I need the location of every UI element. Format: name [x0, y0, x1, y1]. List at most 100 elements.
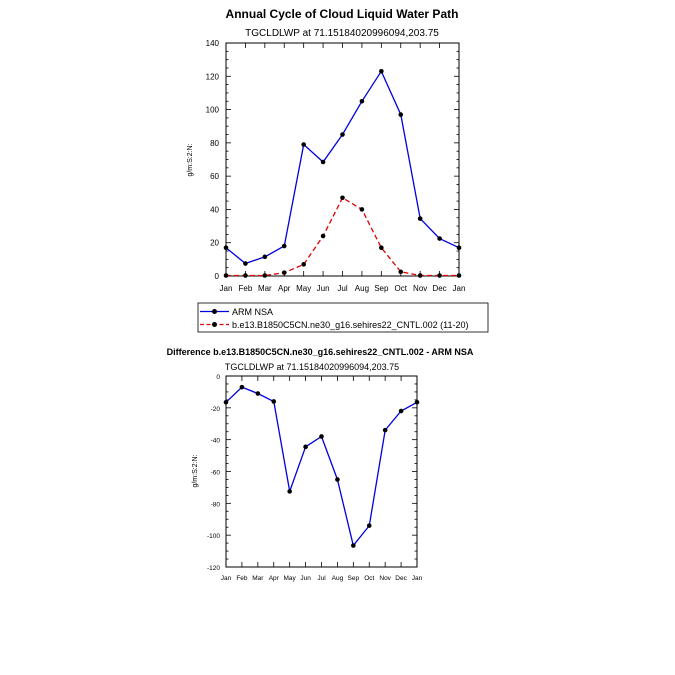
data-point — [301, 262, 306, 267]
legend-marker-arm-nsa — [212, 309, 217, 314]
data-point — [351, 543, 356, 548]
data-point — [456, 245, 462, 251]
data-point — [281, 243, 287, 249]
difference-x-ticks: Jan Feb Mar Apr May Jun Jul Aug Sep Oct Nov Dec Jan — [221, 376, 423, 582]
data-point — [359, 207, 365, 212]
data-point — [320, 159, 326, 165]
x-tick-label: Mar — [252, 575, 264, 582]
x-tick-label: Sep — [374, 284, 389, 293]
difference-series-group — [223, 384, 420, 548]
x-tick-label: Apr — [269, 575, 280, 582]
x-ticks: Jan Feb Mar Apr May Jun Jul Aug Sep Oct Nov Dec Jan — [220, 43, 466, 293]
x-tick-label: Jan — [220, 284, 233, 293]
data-point — [223, 273, 229, 278]
x-tick-label: Nov — [379, 575, 391, 582]
data-point — [243, 273, 248, 278]
data-point — [223, 245, 229, 251]
chart-subtitle: TGCLDLWP at 71.15184020996094,203.75 — [245, 28, 439, 39]
y-tick-label: 60 — [210, 172, 219, 181]
x-tick-label: Oct — [364, 575, 374, 582]
data-point — [417, 273, 423, 278]
y-tick-label: -40 — [211, 438, 221, 445]
y-tick-label: -120 — [207, 565, 220, 572]
y-tick-label: -20 — [211, 406, 221, 413]
data-point — [243, 261, 248, 266]
data-point — [398, 112, 404, 117]
data-point — [414, 399, 420, 405]
x-tick-label: May — [284, 575, 297, 582]
y-tick-label: 0 — [215, 272, 220, 281]
x-tick-label: Feb — [236, 575, 248, 582]
x-tick-label: Aug — [355, 284, 369, 293]
x-tick-label: Sep — [348, 575, 360, 582]
x-tick-label: Jan — [221, 575, 232, 582]
data-point — [320, 233, 326, 239]
difference-y-axis-label: g/m:S:2:N: — [192, 454, 199, 487]
difference-y-ticks: 0 -20 -40 -60 -80 -100 -120 — [207, 374, 417, 572]
x-tick-label: Oct — [395, 284, 408, 293]
x-tick-label: Jan — [412, 575, 423, 582]
difference-chart: Difference b.e13.B1850C5CN.ne30_g16.sehi… — [167, 347, 474, 582]
x-tick-label: Dec — [432, 284, 446, 293]
data-point — [223, 399, 229, 405]
x-tick-label: Dec — [395, 575, 407, 582]
data-point — [281, 270, 287, 275]
y-ticks: 0 20 40 60 80 100 120 140 — [206, 39, 459, 281]
data-point — [379, 245, 384, 251]
data-point — [366, 523, 372, 528]
legend-box — [197, 302, 489, 333]
data-point — [456, 273, 462, 278]
data-point — [379, 68, 384, 74]
data-point — [398, 408, 404, 414]
legend: ARM NSA b.e13.B1850C5CN.ne30_g16.sehires… — [197, 302, 489, 333]
data-point — [340, 195, 345, 201]
data-point — [319, 434, 324, 439]
x-tick-label: Apr — [278, 284, 291, 293]
x-tick-label: Jul — [317, 575, 326, 582]
y-tick-label: 20 — [210, 239, 219, 248]
y-axis-label: g/m:S:2:N: — [187, 143, 194, 176]
y-tick-label: 40 — [210, 205, 219, 214]
data-point — [239, 384, 245, 390]
x-tick-label: Jun — [317, 284, 330, 293]
y-tick-label: -80 — [211, 501, 221, 508]
difference-subtitle: TGCLDLWP at 71.15184020996094,203.75 — [225, 362, 399, 372]
data-point — [301, 142, 306, 147]
data-point — [335, 477, 340, 482]
data-point — [417, 216, 423, 221]
x-tick-label: Aug — [332, 575, 344, 582]
data-point — [287, 489, 292, 494]
data-point — [262, 254, 268, 260]
y-tick-label: 100 — [206, 106, 220, 115]
x-tick-label: Nov — [413, 284, 427, 293]
x-tick-label: Jan — [453, 284, 466, 293]
y-tick-label: 120 — [206, 72, 220, 81]
data-point — [303, 444, 308, 450]
x-tick-label: May — [296, 284, 311, 293]
data-point — [262, 273, 268, 278]
x-tick-label: Jun — [300, 575, 311, 582]
data-point — [271, 399, 277, 404]
data-point — [255, 391, 261, 396]
series-group — [223, 68, 462, 278]
y-tick-label: 80 — [210, 139, 219, 148]
data-point — [382, 427, 388, 433]
difference-title: Difference b.e13.B1850C5CN.ne30_g16.sehi… — [167, 347, 474, 357]
chart-title: Annual Cycle of Cloud Liquid Water Path — [226, 7, 459, 21]
legend-marker-model — [212, 322, 217, 327]
data-point — [398, 269, 404, 275]
annual-cycle-chart: Annual Cycle of Cloud Liquid Water Path … — [187, 7, 489, 333]
x-tick-label: Mar — [258, 284, 272, 293]
x-tick-label: Feb — [239, 284, 253, 293]
y-tick-label: 0 — [216, 374, 220, 381]
data-point — [359, 98, 365, 104]
legend-label-arm-nsa: ARM NSA — [232, 307, 273, 317]
legend-label-model: b.e13.B1850C5CN.ne30_g16.sehires22_CNTL.… — [232, 320, 469, 330]
y-tick-label: -60 — [211, 470, 221, 477]
data-point — [437, 236, 442, 241]
y-tick-label: -100 — [207, 533, 220, 540]
data-point — [340, 132, 345, 137]
y-tick-label: 140 — [206, 39, 220, 48]
